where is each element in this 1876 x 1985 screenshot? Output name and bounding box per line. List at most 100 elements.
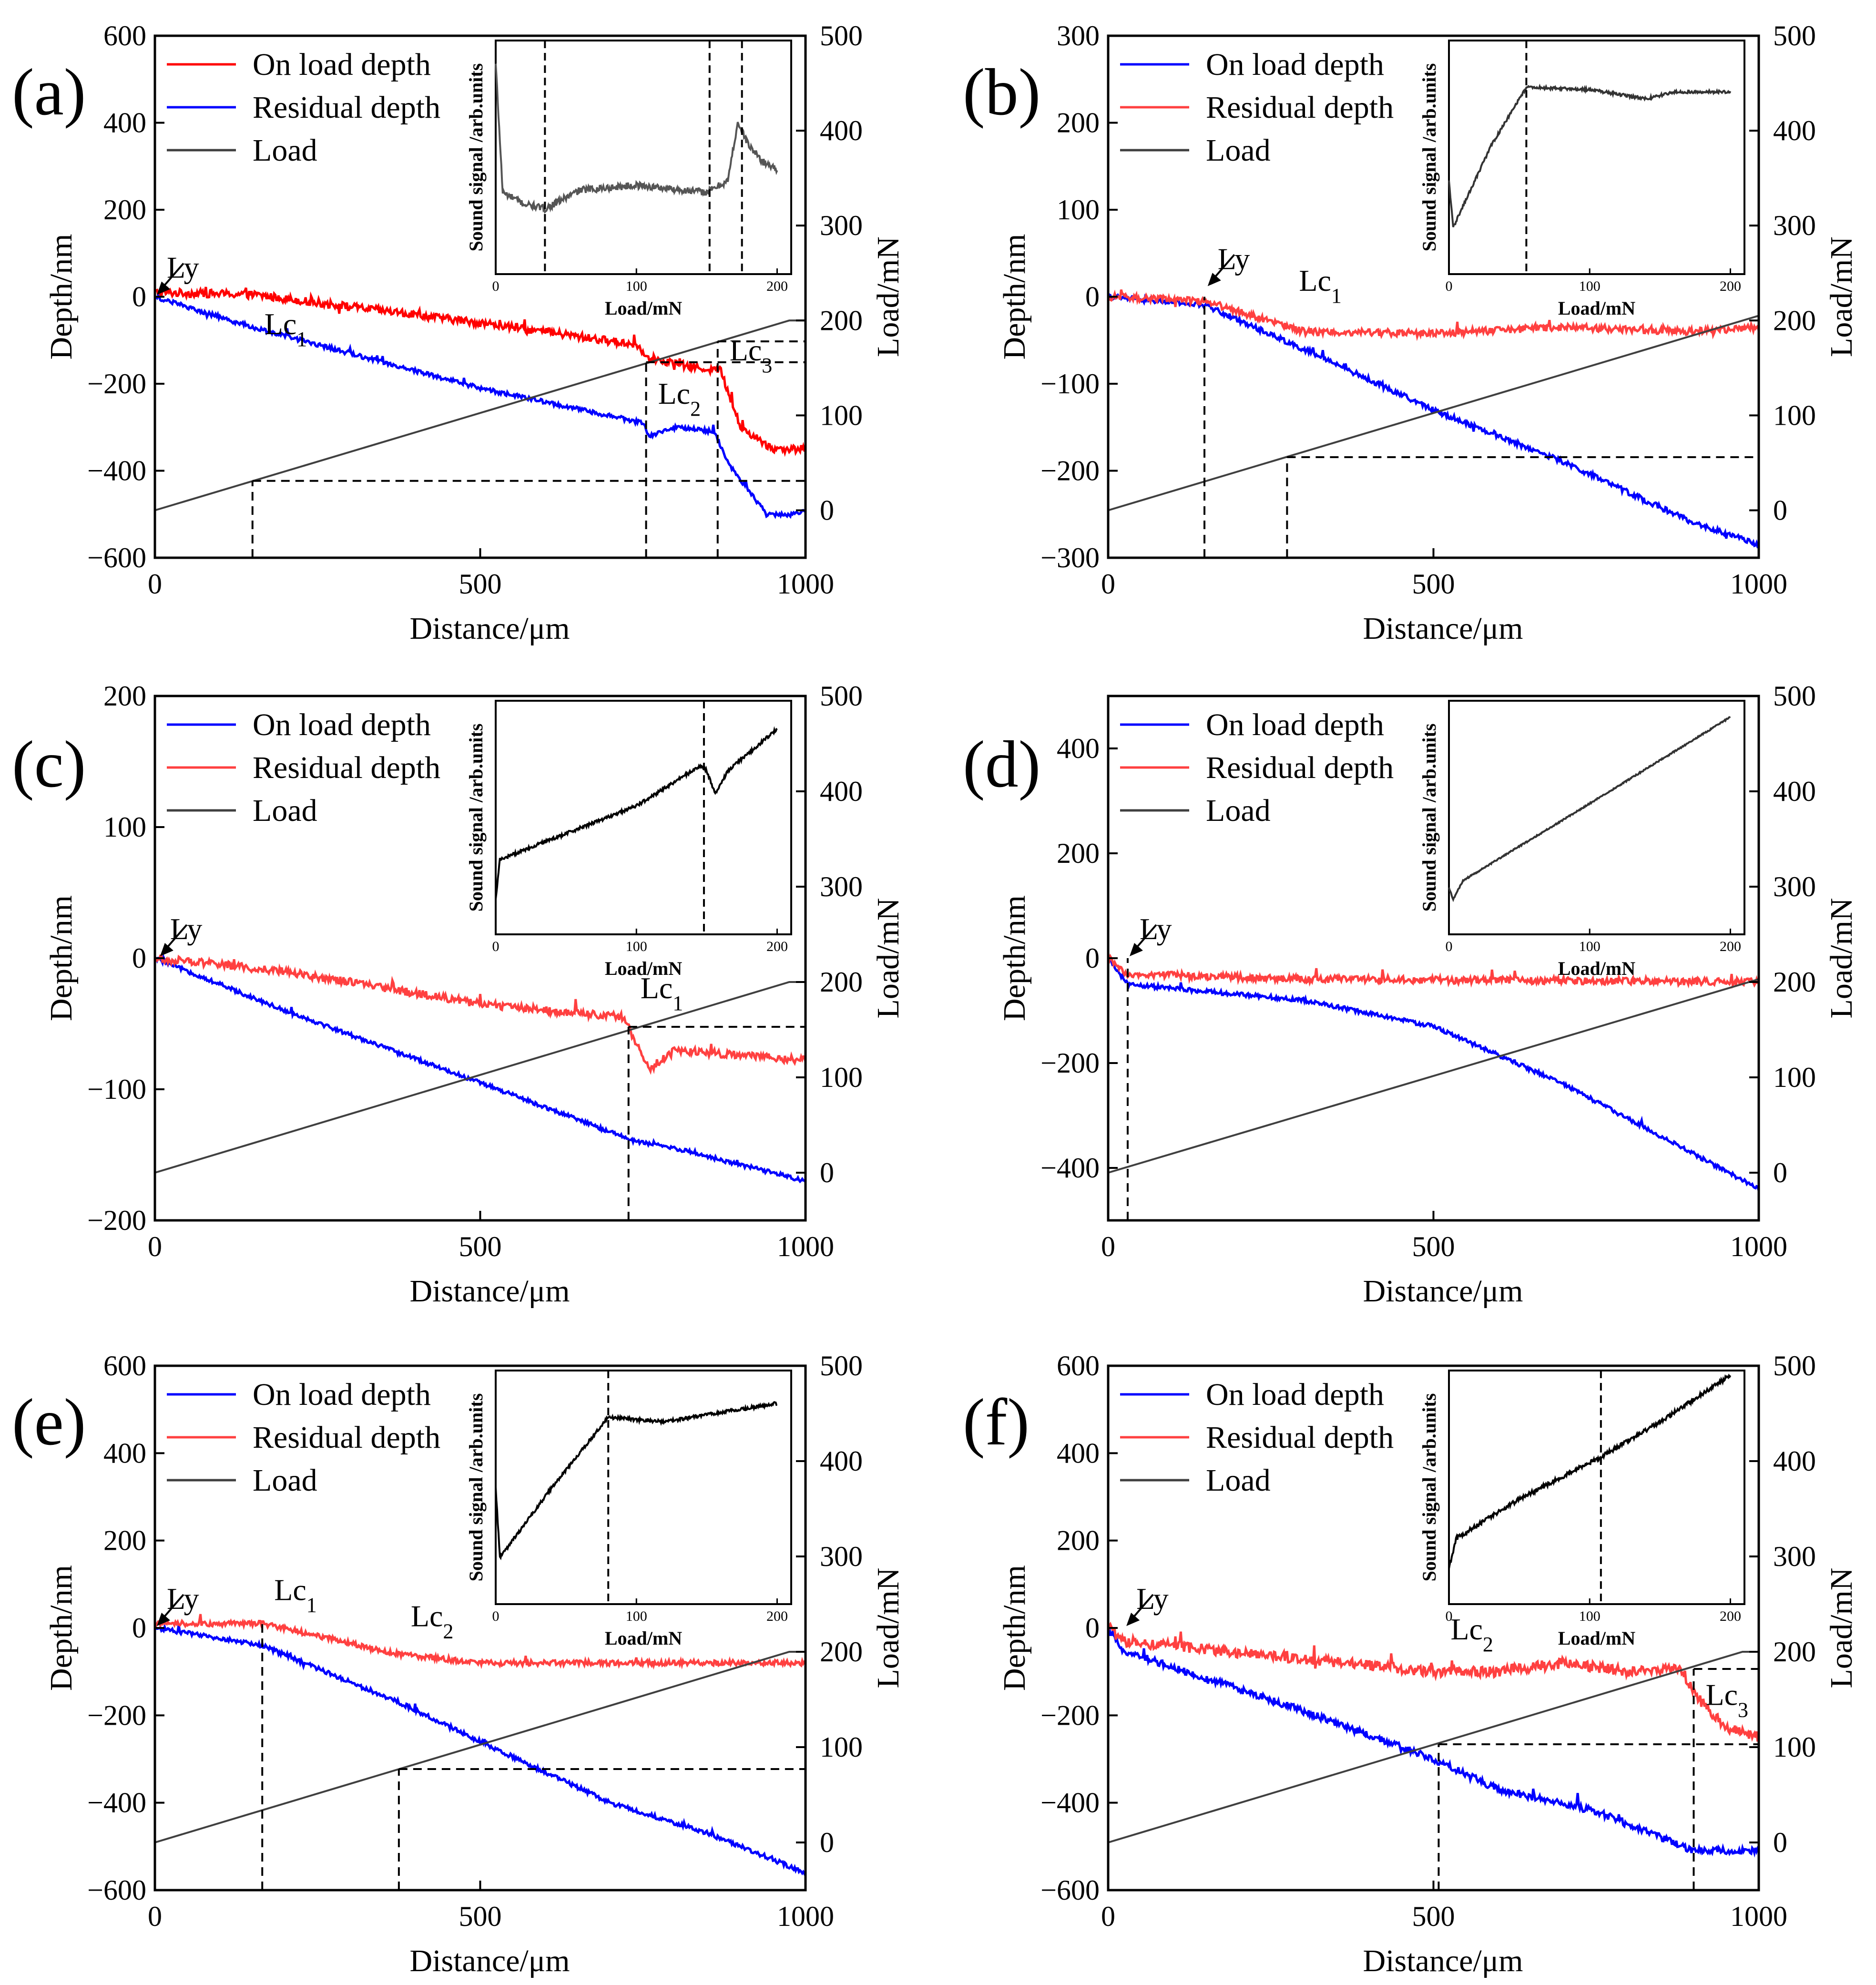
panel-label: (a) bbox=[12, 55, 86, 129]
inset-chart: 0 100 200 Load/mN Sound signal /arb.units bbox=[1418, 700, 1745, 979]
inset-y-label: Sound signal /arb.units bbox=[1418, 1393, 1440, 1582]
x-tick-label: 0 bbox=[1101, 1901, 1115, 1932]
y2-axis-label: Load/mN bbox=[871, 1568, 906, 1688]
panel-label: (e) bbox=[12, 1385, 86, 1459]
series-load bbox=[1108, 978, 1759, 1174]
y-tick-label: 400 bbox=[103, 107, 146, 139]
y2-tick-label: 500 bbox=[820, 20, 863, 51]
y2-tick-label: 100 bbox=[820, 399, 863, 431]
legend-entry: Load bbox=[1206, 793, 1271, 828]
y-tick-label: −200 bbox=[1040, 455, 1100, 487]
y2-tick-label: 0 bbox=[820, 1157, 834, 1188]
marker-lc1: Lc1 bbox=[1299, 264, 1342, 307]
x-tick-label: 500 bbox=[1412, 568, 1455, 600]
inset-frame bbox=[495, 700, 792, 935]
marker-lc2: Lc2 bbox=[658, 377, 701, 420]
y-tick-label: −400 bbox=[87, 1787, 146, 1819]
marker-ly: Ly bbox=[167, 1582, 199, 1616]
inset-x-tick-label: 100 bbox=[626, 1608, 647, 1624]
inset-x-tick-label: 200 bbox=[766, 278, 788, 294]
inset-x-tick-label: 200 bbox=[766, 1608, 788, 1624]
y2-tick-label: 300 bbox=[1773, 871, 1816, 902]
panel-label: (b) bbox=[963, 55, 1040, 129]
marker-ly: Ly bbox=[170, 912, 203, 946]
y-tick-label: 600 bbox=[1057, 1350, 1100, 1381]
inset-x-tick-label: 200 bbox=[1720, 278, 1741, 294]
legend: On load depth Residual depth Load bbox=[1120, 47, 1394, 168]
y2-tick-label: 500 bbox=[820, 1350, 863, 1381]
panel-label: (c) bbox=[12, 727, 86, 801]
y-tick-label: 100 bbox=[103, 811, 146, 843]
y2-tick-label: 500 bbox=[1773, 680, 1816, 712]
x-axis-label: Distance/μm bbox=[1363, 611, 1523, 646]
series-on-load-depth bbox=[154, 286, 806, 457]
y2-tick-label: 400 bbox=[820, 115, 863, 146]
legend-entry: Load bbox=[1206, 1463, 1271, 1498]
marker-ly: Ly bbox=[167, 251, 199, 285]
series-residual-depth bbox=[1107, 1621, 1760, 1742]
inset-signal-line bbox=[1448, 716, 1731, 902]
y2-tick-label: 100 bbox=[1773, 1731, 1816, 1763]
legend: On load depth Residual depth Load bbox=[167, 1377, 440, 1498]
x-tick-label: 1000 bbox=[777, 568, 834, 600]
y2-tick-label: 100 bbox=[1773, 1062, 1816, 1093]
y-tick-label: 0 bbox=[1085, 281, 1100, 313]
y-tick-label: 200 bbox=[1057, 838, 1100, 869]
y-tick-label: −600 bbox=[1040, 1874, 1100, 1906]
y2-tick-label: 500 bbox=[1773, 1350, 1816, 1381]
marker-lc2: Lc2 bbox=[411, 1599, 454, 1643]
inset-x-tick-label: 0 bbox=[492, 939, 500, 954]
x-tick-label: 1000 bbox=[1730, 1231, 1787, 1262]
inset-x-tick-label: 0 bbox=[492, 278, 500, 294]
inset-frame bbox=[1448, 40, 1745, 275]
x-axis-label: Distance/μm bbox=[410, 1944, 570, 1978]
inset-y-label: Sound signal /arb.units bbox=[1418, 63, 1440, 252]
series-on-load-depth bbox=[153, 1623, 806, 1876]
x-tick-label: 0 bbox=[148, 568, 162, 600]
y2-tick-label: 200 bbox=[820, 305, 863, 336]
y2-tick-label: 300 bbox=[820, 210, 863, 241]
inset-x-label: Load/mN bbox=[1558, 1627, 1635, 1649]
inset-x-tick-label: 0 bbox=[492, 1608, 500, 1624]
y-tick-label: −200 bbox=[87, 1205, 146, 1236]
inset-chart: 0 100 200 Load/mN Sound signal /arb.units bbox=[1418, 40, 1745, 319]
legend-entry: Load bbox=[253, 793, 317, 828]
x-tick-label: 1000 bbox=[777, 1901, 834, 1932]
x-axis-label: Distance/μm bbox=[410, 1274, 570, 1309]
legend: On load depth Residual depth Load bbox=[1120, 1377, 1394, 1498]
inset-x-tick-label: 0 bbox=[1446, 939, 1453, 954]
marker-lc3: Lc3 bbox=[730, 333, 773, 377]
y2-tick-label: 200 bbox=[1773, 966, 1816, 998]
legend-entry: Residual depth bbox=[253, 90, 440, 125]
inset-x-tick-label: 100 bbox=[626, 278, 647, 294]
marker-lc1: Lc1 bbox=[274, 1573, 317, 1617]
y2-tick-label: 0 bbox=[1773, 494, 1787, 526]
series-residual-depth bbox=[154, 1614, 807, 1670]
x-tick-label: 500 bbox=[1412, 1901, 1455, 1932]
inset-signal-line bbox=[1448, 83, 1732, 227]
y-tick-label: 200 bbox=[103, 1525, 146, 1556]
legend-entry: Residual depth bbox=[253, 1420, 440, 1455]
y-tick-label: 100 bbox=[1057, 194, 1100, 225]
inset-x-tick-label: 0 bbox=[1446, 1608, 1453, 1624]
legend-entry: On load depth bbox=[253, 47, 431, 82]
y-tick-label: 600 bbox=[103, 20, 146, 51]
y-tick-label: 600 bbox=[103, 1350, 146, 1381]
legend-entry: On load depth bbox=[253, 1377, 431, 1412]
y-tick-label: −200 bbox=[87, 368, 146, 399]
legend-entry: Load bbox=[253, 1463, 317, 1498]
y2-tick-label: 300 bbox=[820, 871, 863, 902]
series-on-load-depth bbox=[154, 953, 807, 1184]
marker-ly: Ly bbox=[1218, 242, 1250, 276]
legend-entry: Residual depth bbox=[1206, 90, 1394, 125]
x-tick-label: 1000 bbox=[1730, 568, 1787, 600]
marker-arrowhead bbox=[1207, 273, 1221, 286]
y-tick-label: −400 bbox=[87, 455, 146, 487]
y2-tick-label: 500 bbox=[1773, 20, 1816, 51]
y-axis-label: Depth/nm bbox=[44, 234, 79, 360]
series-load bbox=[1108, 315, 1759, 512]
